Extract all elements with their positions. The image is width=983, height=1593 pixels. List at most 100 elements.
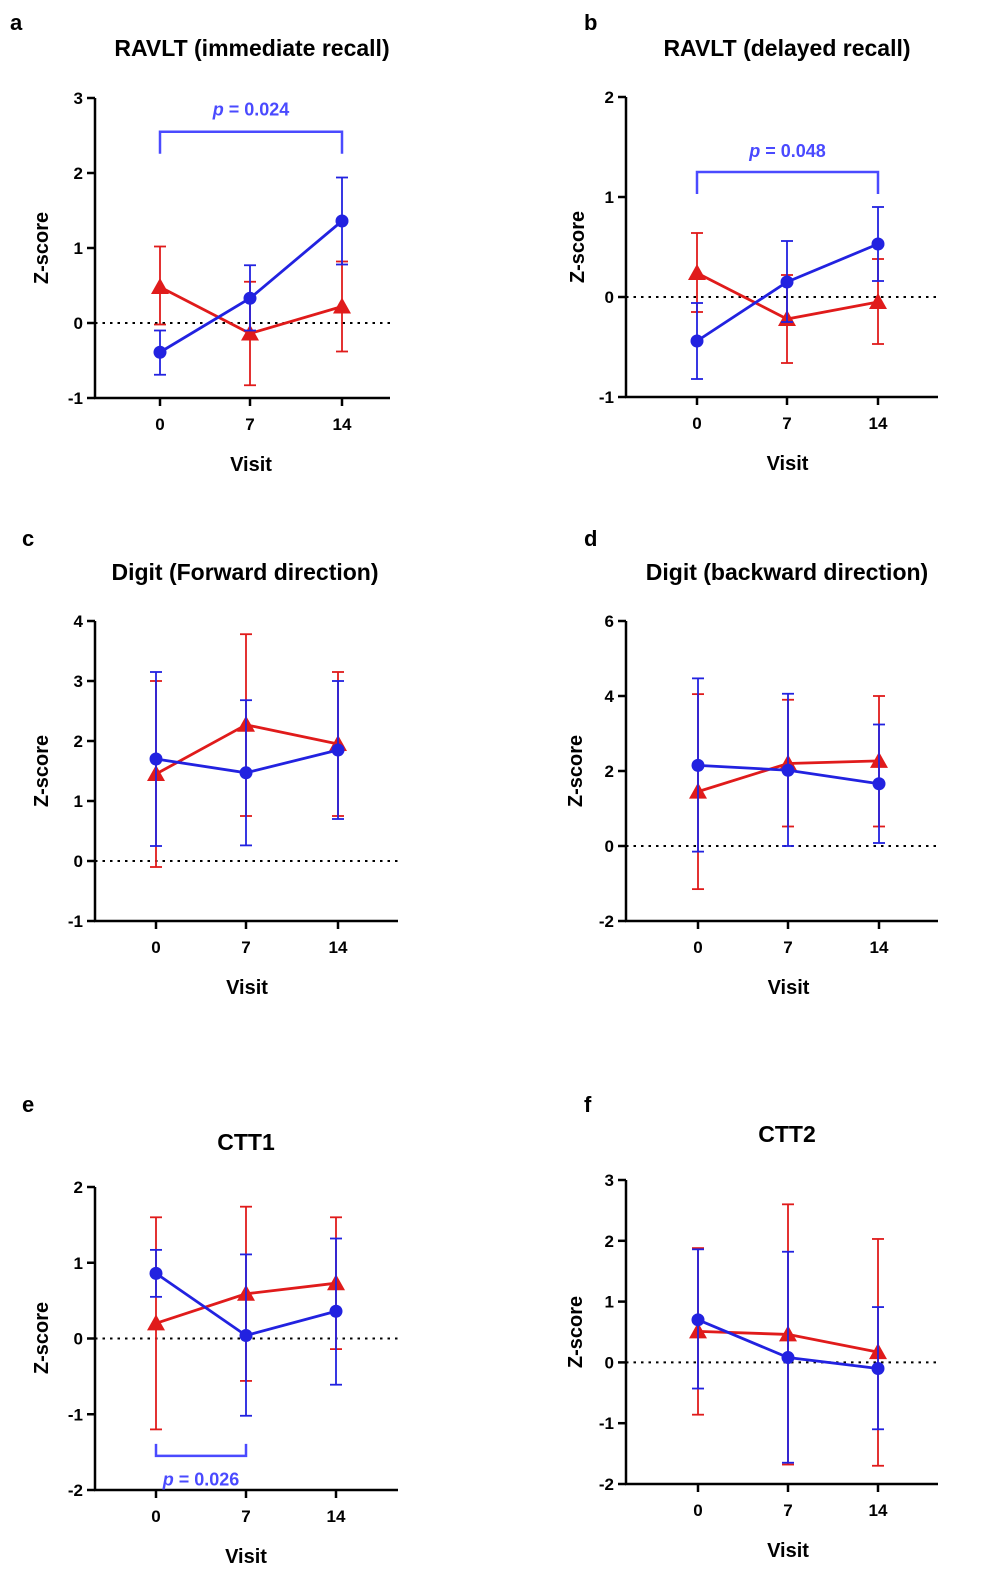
significance-bracket	[154, 1443, 248, 1458]
chart-title: Digit (Forward direction)	[111, 559, 378, 585]
y-tick-label: -2	[599, 912, 614, 931]
y-axis-label: Z-score	[31, 735, 53, 807]
panel-b: b RAVLT (delayed recall) -1 0 1 2 0 7 14 Visit Z-s…	[540, 0, 983, 495]
data-point-circle	[691, 758, 705, 772]
x-tick-label: 7	[241, 1507, 250, 1526]
data-point-circle	[149, 1266, 163, 1280]
y-tick-label: 3	[74, 672, 83, 691]
x-tick-label: 7	[241, 938, 250, 957]
y-tick-label: 2	[74, 732, 83, 751]
x-tick-label: 0	[693, 938, 702, 957]
data-point-circle	[149, 752, 163, 766]
data-point-circle	[329, 1304, 343, 1318]
y-tick-label: -2	[68, 1481, 83, 1500]
data-point-circle	[781, 763, 795, 777]
chart-e: e CTT1 -2 -1 0 1 2 0 7 14 Visit Z-score p = 0.026	[22, 1092, 398, 1568]
data-point-triangle	[151, 278, 169, 294]
p-value-label: p = 0.024	[212, 99, 290, 119]
significance-bracket	[695, 170, 880, 194]
y-tick-label: 2	[605, 1232, 614, 1251]
data-point-circle	[153, 345, 167, 359]
y-axis-label: Z-score	[31, 212, 53, 284]
y-tick-label: 2	[74, 164, 83, 183]
x-tick-label: 14	[329, 938, 348, 957]
panel-letter: b	[584, 10, 597, 35]
panel-a: a RAVLT (immediate recall) -1 0 1 2 3 0 7 14 Visit…	[0, 0, 490, 495]
x-tick-label: 14	[327, 1507, 346, 1526]
chart-title: CTT1	[217, 1129, 275, 1155]
y-tick-label: 1	[74, 239, 83, 258]
chart-a: a RAVLT (immediate recall) -1 0 1 2 3 0 7 14 Visit…	[10, 10, 390, 476]
data-point-circle	[871, 1361, 885, 1375]
x-axis-label: Visit	[767, 453, 809, 475]
data-point-circle	[239, 1328, 253, 1342]
panel-letter: c	[22, 526, 34, 551]
y-axis-label: Z-score	[31, 1302, 53, 1374]
data-point-circle	[781, 1351, 795, 1365]
y-tick-label: 0	[74, 1330, 83, 1349]
x-axis-label: Visit	[768, 977, 810, 999]
chart-title: RAVLT (delayed recall)	[663, 35, 910, 61]
x-tick-label: 14	[333, 415, 352, 434]
data-point-circle	[872, 777, 886, 791]
panel-letter: a	[10, 10, 23, 35]
chart-title: RAVLT (immediate recall)	[114, 35, 389, 61]
x-tick-label: 0	[693, 1501, 702, 1520]
y-tick-label: 4	[605, 687, 615, 706]
x-tick-label: 0	[151, 1507, 160, 1526]
p-value-label: p = 0.026	[162, 1469, 240, 1489]
y-tick-label: -1	[599, 1414, 614, 1433]
x-axis-label: Visit	[767, 1540, 809, 1562]
data-point-triangle	[147, 1314, 165, 1331]
x-tick-label: 0	[151, 938, 160, 957]
data-point-circle	[690, 334, 704, 348]
y-tick-label: 1	[605, 1293, 614, 1312]
chart-title: Digit (backward direction)	[646, 559, 928, 585]
y-tick-label: 0	[74, 314, 83, 333]
x-tick-label: 0	[692, 414, 701, 433]
y-tick-label: 2	[74, 1178, 83, 1197]
x-axis-label: Visit	[226, 977, 268, 999]
x-tick-label: 0	[155, 415, 164, 434]
panel-letter: e	[22, 1092, 34, 1117]
panel-f: f CTT2 -2 -1 0 1 2 3 0 7 14 Visit Z-score	[540, 1090, 983, 1588]
chart-f: f CTT2 -2 -1 0 1 2 3 0 7 14 Visit Z-score	[565, 1092, 938, 1562]
y-tick-label: -2	[599, 1475, 614, 1494]
data-point-circle	[239, 766, 253, 780]
data-point-triangle	[688, 264, 706, 280]
x-tick-label: 7	[245, 415, 254, 434]
y-tick-label: 4	[74, 612, 84, 631]
x-tick-label: 14	[869, 414, 888, 433]
y-tick-label: 0	[605, 837, 614, 856]
data-point-circle	[871, 237, 885, 251]
y-tick-label: 2	[605, 88, 614, 107]
y-tick-label: 1	[74, 1254, 83, 1273]
data-point-circle	[331, 743, 345, 757]
data-point-circle	[243, 291, 257, 305]
x-axis-label: Visit	[230, 454, 272, 476]
chart-title: CTT2	[758, 1121, 816, 1147]
y-tick-label: 0	[605, 288, 614, 307]
data-point-circle	[691, 1313, 705, 1327]
y-tick-label: 0	[605, 1353, 614, 1372]
chart-c: c Digit (Forward direction) -1 0 1 2 3 4 0 7 14 Vis…	[22, 526, 398, 999]
data-point-circle	[780, 275, 794, 289]
panel-e: e CTT1 -2 -1 0 1 2 0 7 14 Visit Z-score p = 0.026	[0, 1090, 490, 1588]
y-tick-label: 2	[605, 762, 614, 781]
x-tick-label: 14	[869, 1501, 888, 1520]
panel-c: c Digit (Forward direction) -1 0 1 2 3 4 0 7 14 Vis…	[0, 520, 490, 1020]
y-tick-label: -1	[68, 1405, 83, 1424]
y-tick-label: 1	[605, 188, 614, 207]
y-axis-label: Z-score	[565, 1296, 587, 1368]
y-tick-label: 3	[605, 1171, 614, 1190]
panel-letter: f	[584, 1092, 592, 1117]
y-tick-label: 0	[74, 852, 83, 871]
panel-letter: d	[584, 526, 597, 551]
panel-d: d Digit (backward direction) -2 0 2 4 6 0 7 14 Vis…	[540, 520, 983, 1020]
p-value-label: p = 0.048	[748, 141, 826, 161]
x-tick-label: 7	[783, 938, 792, 957]
data-point-triangle	[333, 297, 351, 314]
data-point-circle	[335, 214, 349, 228]
y-tick-label: -1	[68, 912, 83, 931]
y-tick-label: 3	[74, 89, 83, 108]
